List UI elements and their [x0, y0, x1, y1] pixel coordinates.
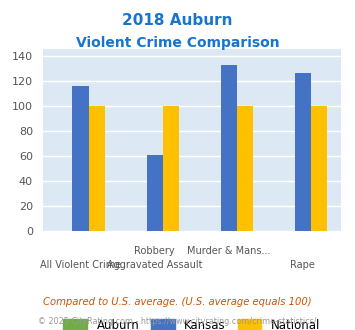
Bar [147, 155, 163, 231]
Bar [220, 65, 237, 231]
Text: All Violent Crime: All Violent Crime [40, 260, 121, 270]
Text: Compared to U.S. average. (U.S. average equals 100): Compared to U.S. average. (U.S. average … [43, 297, 312, 307]
Text: Rape: Rape [290, 260, 315, 270]
Text: Violent Crime Comparison: Violent Crime Comparison [76, 36, 279, 50]
Text: 2018 Auburn: 2018 Auburn [122, 13, 233, 28]
Text: Aggravated Assault: Aggravated Assault [107, 260, 202, 270]
Bar [89, 106, 105, 231]
Text: © 2025 CityRating.com - https://www.cityrating.com/crime-statistics/: © 2025 CityRating.com - https://www.city… [38, 317, 317, 326]
Bar [72, 86, 89, 231]
Legend: Auburn, Kansas, National: Auburn, Kansas, National [58, 313, 326, 330]
Bar [311, 106, 327, 231]
Bar [163, 106, 179, 231]
Bar [295, 73, 311, 231]
Bar [237, 106, 253, 231]
Text: Murder & Mans...: Murder & Mans... [187, 246, 271, 255]
Text: Robbery: Robbery [134, 246, 175, 255]
